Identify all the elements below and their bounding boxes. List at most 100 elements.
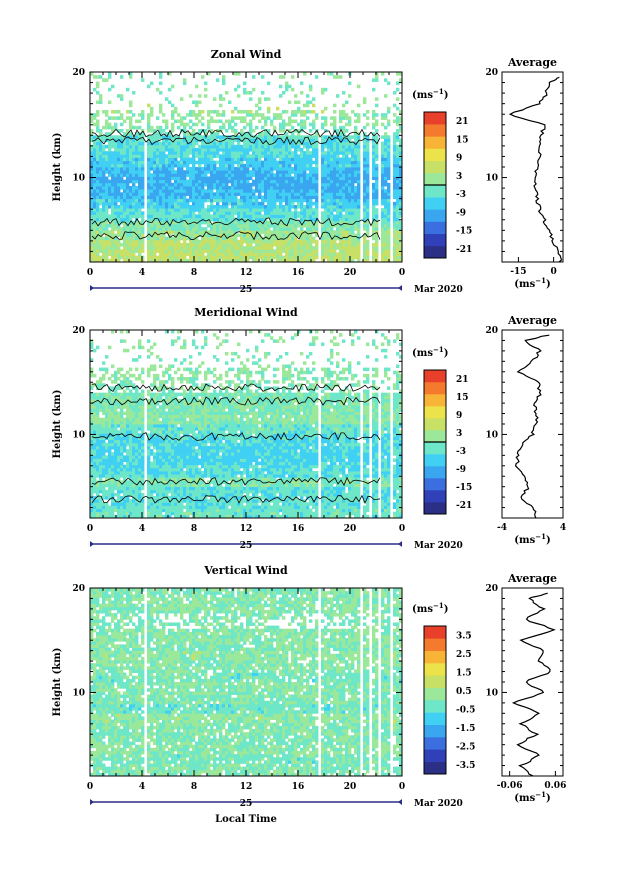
heatmap-cell <box>141 224 145 228</box>
heatmap-cell <box>135 119 139 124</box>
heatmap-cell <box>306 151 310 155</box>
heatmap-cell <box>264 189 268 193</box>
heatmap-cell <box>267 233 271 238</box>
heatmap-cell <box>297 132 301 136</box>
heatmap-cell <box>228 144 232 149</box>
heatmap-cell <box>396 205 400 209</box>
heatmap-cell <box>225 135 229 139</box>
heatmap-cell <box>90 405 94 409</box>
heatmap-cell <box>282 163 286 168</box>
heatmap-cell <box>240 227 244 231</box>
heatmap-cell <box>141 249 145 253</box>
heatmap-cell <box>114 220 118 225</box>
heatmap-cell <box>123 189 127 193</box>
heatmap-cell <box>129 122 133 127</box>
heatmap-cell <box>249 192 253 196</box>
heatmap-cell <box>294 94 298 98</box>
heatmap-cell <box>228 214 232 219</box>
heatmap-cell <box>171 220 175 225</box>
heatmap-cell <box>150 243 154 247</box>
heatmap-cell <box>108 72 112 76</box>
heatmap-cell <box>231 160 235 165</box>
heatmap-cell <box>279 75 283 79</box>
heatmap-cell <box>186 243 190 247</box>
heatmap-cell <box>306 243 310 247</box>
heatmap-cell <box>279 249 283 253</box>
heatmap-cell <box>240 224 244 228</box>
heatmap-cell <box>264 182 268 187</box>
heatmap-cell <box>111 246 115 250</box>
heatmap-cell <box>210 230 214 234</box>
heatmap-cell <box>279 186 283 190</box>
heatmap-cell <box>327 176 331 181</box>
heatmap-cell <box>315 227 319 231</box>
heatmap-cell <box>120 138 124 143</box>
heatmap-cell <box>141 198 145 203</box>
heatmap-cell <box>165 173 169 177</box>
heatmap-cell <box>198 173 202 177</box>
heatmap-cell <box>249 201 253 206</box>
heatmap-cell <box>138 205 142 209</box>
heatmap-cell <box>267 239 271 244</box>
heatmap-cell <box>96 411 100 415</box>
heatmap-cell <box>279 192 283 196</box>
heatmap-cell <box>252 211 256 215</box>
heatmap-cell <box>225 208 229 212</box>
heatmap-cell <box>123 511 127 516</box>
heatmap-cell <box>384 182 388 187</box>
heatmap-cell <box>225 157 229 162</box>
heatmap-cell <box>135 192 139 196</box>
heatmap-cell <box>156 249 160 253</box>
heatmap-cell <box>186 192 190 196</box>
heatmap-cell <box>189 151 193 155</box>
heatmap-cell <box>273 135 277 139</box>
heatmap-cell <box>276 179 280 184</box>
heatmap-cell <box>246 122 250 127</box>
heatmap-cell <box>99 170 103 174</box>
heatmap-cell <box>345 186 349 190</box>
heatmap-cell <box>117 255 121 260</box>
heatmap-cell <box>96 402 100 406</box>
heatmap-cell <box>357 157 361 162</box>
heatmap-cell <box>111 176 115 181</box>
heatmap-cell <box>183 154 187 158</box>
heatmap-cell <box>93 201 97 206</box>
heatmap-cell <box>216 211 220 215</box>
heatmap-cell <box>129 198 133 203</box>
heatmap-cell <box>306 205 310 209</box>
heatmap-cell <box>150 151 154 155</box>
heatmap-cell <box>261 160 265 165</box>
heatmap-cell <box>375 211 379 215</box>
heatmap-cell <box>264 249 268 253</box>
heatmap-cell <box>255 144 259 149</box>
heatmap-cell <box>396 186 400 190</box>
heatmap-cell <box>117 377 121 381</box>
heatmap-cell <box>276 198 280 203</box>
heatmap-cell <box>387 163 391 168</box>
heatmap-cell <box>90 392 94 397</box>
heatmap-cell <box>339 230 343 234</box>
heatmap-cell <box>324 119 328 124</box>
heatmap-cell <box>141 236 145 241</box>
heatmap-cell <box>393 154 397 158</box>
heatmap-cell <box>90 511 94 516</box>
heatmap-cell <box>129 119 133 124</box>
heatmap-cell <box>147 205 151 209</box>
heatmap-cell <box>261 208 265 212</box>
heatmap-cell <box>255 103 259 108</box>
heatmap-cell <box>150 258 154 263</box>
heatmap-cell <box>141 116 145 120</box>
heatmap-cell <box>387 160 391 165</box>
heatmap-cell <box>342 144 346 149</box>
heatmap-cell <box>231 217 235 222</box>
heatmap-cell <box>339 208 343 212</box>
heatmap-cell <box>180 144 184 149</box>
heatmap-cell <box>117 94 121 98</box>
heatmap-cell <box>228 170 232 174</box>
heatmap-cell <box>312 192 316 196</box>
heatmap-cell <box>192 189 196 193</box>
heatmap-cell <box>105 233 109 238</box>
heatmap-cell <box>300 258 304 263</box>
heatmap-cell <box>201 211 205 215</box>
heatmap-cell <box>279 189 283 193</box>
